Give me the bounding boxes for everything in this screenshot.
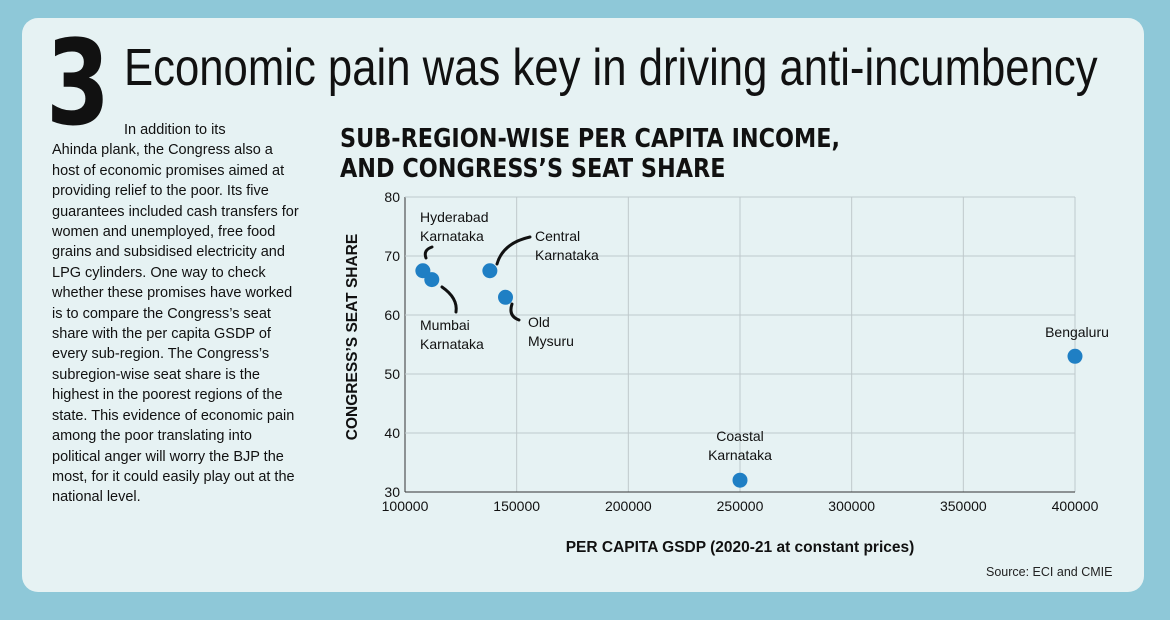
leader-line: [495, 235, 532, 266]
infographic-card: [22, 18, 1144, 592]
point-label: Mysuru: [528, 333, 574, 349]
y-tick-label: 80: [384, 189, 400, 205]
body-text: In addition to its Ahinda plank, the Con…: [52, 120, 300, 508]
point-label: Hyderabad: [420, 209, 489, 225]
data-point: [1067, 348, 1083, 364]
point-label: Old: [528, 314, 550, 330]
point-label: Coastal: [716, 428, 763, 444]
headline: Economic pain was key in driving anti-in…: [124, 39, 1098, 97]
body-first-line: In addition to its: [124, 122, 226, 138]
point-label: Karnataka: [535, 247, 599, 263]
y-tick-label: 70: [384, 248, 400, 264]
x-tick-label: 100000: [382, 498, 429, 514]
chart-title: SUB-REGION-WISE PER CAPITA INCOME, AND C…: [340, 124, 840, 184]
y-tick-label: 30: [384, 484, 400, 500]
x-tick-label: 400000: [1052, 498, 1099, 514]
chart-title-line-2: AND CONGRESS’S SEAT SHARE: [340, 154, 726, 184]
body-rest: Ahinda plank, the Congress also a host o…: [52, 142, 299, 506]
point-label: Karnataka: [420, 336, 484, 352]
y-axis-label: CONGRESS’S SEAT SHARE: [344, 234, 361, 440]
point-label: Bengaluru: [1045, 324, 1109, 340]
x-tick-label: 150000: [493, 498, 540, 514]
data-point: [424, 272, 440, 288]
data-point: [732, 472, 748, 488]
x-axis-label: PER CAPITA GSDP (2020-21 at constant pri…: [566, 539, 915, 556]
x-tick-label: 350000: [940, 498, 987, 514]
point-label: Karnataka: [420, 228, 484, 244]
point-label: Central: [535, 228, 580, 244]
point-label: Karnataka: [708, 447, 772, 463]
chart-title-line-1: SUB-REGION-WISE PER CAPITA INCOME,: [340, 124, 841, 154]
x-tick-label: 200000: [605, 498, 652, 514]
y-tick-label: 50: [384, 366, 400, 382]
x-tick-label: 250000: [717, 498, 764, 514]
leader-line: [509, 302, 521, 322]
leader-line: [440, 285, 458, 314]
data-point: [498, 289, 513, 305]
leader-line: [423, 245, 434, 260]
x-tick-label: 300000: [828, 498, 875, 514]
y-tick-label: 40: [384, 425, 400, 441]
y-tick-label: 60: [384, 307, 400, 323]
point-label: Mumbai: [420, 317, 470, 333]
section-number: 3: [46, 14, 111, 152]
source-note: Source: ECI and CMIE: [986, 565, 1113, 579]
data-point: [482, 263, 498, 279]
